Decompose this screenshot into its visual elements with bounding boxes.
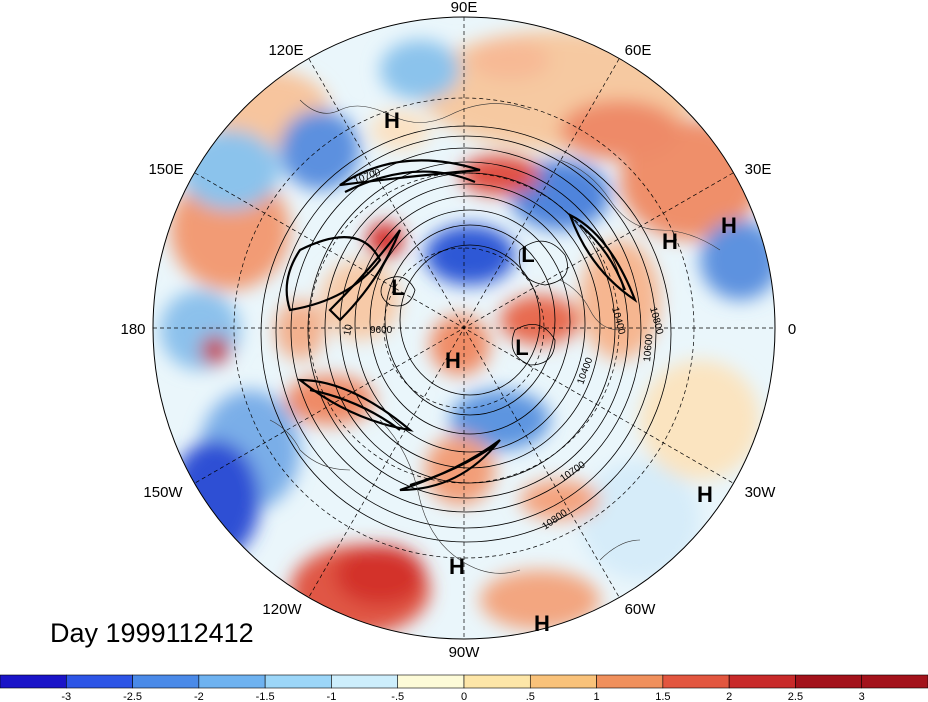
graticule bbox=[153, 17, 775, 639]
high-center: H bbox=[662, 229, 678, 254]
low-center: L bbox=[521, 242, 534, 267]
colorbar-box bbox=[0, 674, 67, 689]
colorbar-box bbox=[596, 674, 664, 689]
colorbar-box bbox=[198, 674, 266, 689]
coastlines bbox=[269, 99, 721, 574]
lon-label-30e: 30E bbox=[745, 161, 772, 178]
colorbar-tick-label: -3 bbox=[61, 691, 71, 702]
colorbar-box bbox=[397, 674, 465, 689]
colorbar-tick-label: -1.5 bbox=[256, 691, 275, 702]
colorbar-tick-label: 3 bbox=[859, 691, 865, 702]
colorbar: -3 -2.5 -2 -1.5 -1 -.5 0 .5 1 1.5 2 2.5 3 bbox=[0, 674, 928, 702]
colorbar-box bbox=[264, 674, 332, 689]
colorbar-box bbox=[861, 674, 928, 689]
high-center: H bbox=[697, 482, 713, 507]
lon-label-60w: 60W bbox=[625, 601, 657, 618]
colorbar-tick-label: 2 bbox=[726, 691, 732, 702]
lon-label-120w: 120W bbox=[262, 601, 302, 618]
colorbar-box bbox=[529, 674, 597, 689]
lon-label-60e: 60E bbox=[625, 42, 652, 59]
colorbar-box bbox=[795, 674, 863, 689]
colorbar-box bbox=[65, 674, 133, 689]
colorbar-box bbox=[132, 674, 200, 689]
map-boundary bbox=[152, 16, 776, 640]
low-center: L bbox=[391, 275, 404, 300]
contour-label: 10 bbox=[342, 323, 355, 336]
colorbar-tick-label: 1.5 bbox=[655, 691, 670, 702]
colorbar-box bbox=[331, 674, 399, 689]
polar-map: 90E 60E 30E 0 30W 60W 90W 120W 150W 180 … bbox=[120, 0, 796, 661]
colorbar-box bbox=[463, 674, 531, 689]
colorbar-tick-label: 2.5 bbox=[788, 691, 803, 702]
colorbar-tick-label: 1 bbox=[594, 691, 600, 702]
high-center: H bbox=[445, 348, 461, 373]
colorbar-box bbox=[728, 674, 796, 689]
colorbar-tick-label: 0 bbox=[461, 691, 467, 702]
longitude-labels: 90E 60E 30E 0 30W 60W 90W 120W 150W 180 … bbox=[120, 0, 796, 661]
lon-label-120e: 120E bbox=[268, 42, 303, 59]
pressure-centers: H H H H H H H L L L bbox=[384, 108, 737, 636]
colorbar-tick-label: -.5 bbox=[391, 691, 404, 702]
lon-label-30w: 30W bbox=[745, 484, 777, 501]
lon-label-0: 0 bbox=[788, 321, 796, 338]
colorbar-tick-label: -2.5 bbox=[123, 691, 142, 702]
lon-label-90w: 90W bbox=[449, 644, 481, 661]
lon-label-150w: 150W bbox=[143, 484, 183, 501]
high-center: H bbox=[384, 108, 400, 133]
colorbar-tick-label: .5 bbox=[526, 691, 535, 702]
lon-label-150e: 150E bbox=[148, 161, 183, 178]
colorbar-tick-label: -1 bbox=[327, 691, 337, 702]
high-center: H bbox=[449, 554, 465, 579]
colorbar-tick-label: -2 bbox=[194, 691, 204, 702]
jet-contours bbox=[285, 159, 638, 492]
high-center: H bbox=[721, 213, 737, 238]
low-center: L bbox=[515, 335, 528, 360]
high-center: H bbox=[534, 611, 550, 636]
colorbar-box bbox=[662, 674, 730, 689]
contour-label: 9600 bbox=[370, 325, 393, 336]
day-label: Day 1999112412 bbox=[50, 618, 254, 648]
lon-label-90e: 90E bbox=[451, 0, 478, 16]
contour-label: 10600 bbox=[642, 333, 655, 362]
lon-label-180: 180 bbox=[120, 321, 145, 338]
